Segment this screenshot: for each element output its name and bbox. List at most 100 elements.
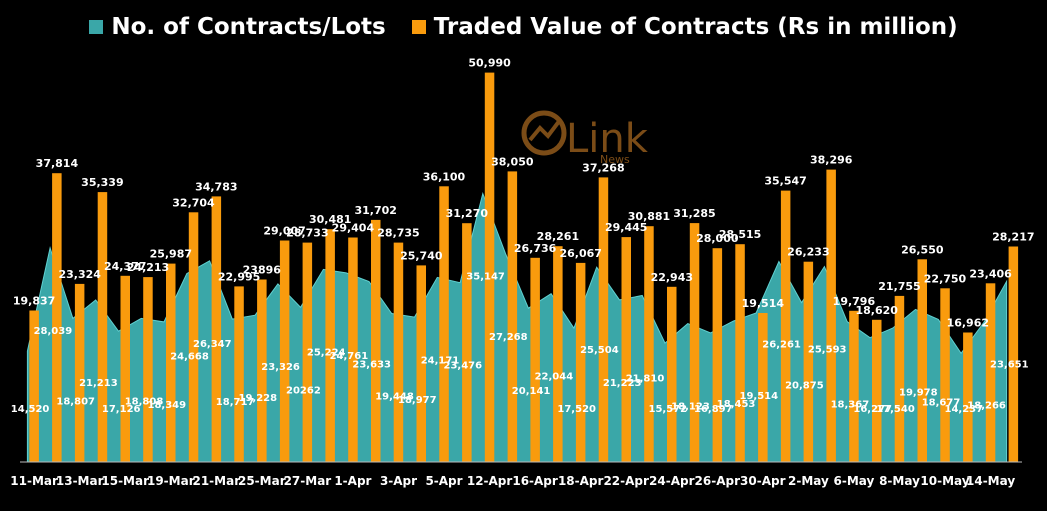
x-tick-label: 5-Apr	[425, 474, 462, 488]
traded-value-bar	[780, 190, 791, 462]
traded-value-label: 37,814	[36, 157, 79, 170]
contracts-value-label: 18,266	[967, 401, 1006, 412]
traded-value-bar	[188, 212, 199, 462]
legend-item-contracts: No. of Contracts/Lots	[89, 14, 386, 40]
watermark-brand: Link	[566, 116, 649, 162]
traded-value-label: 31,702	[354, 204, 396, 217]
contracts-value-label: 20,141	[512, 386, 551, 397]
contracts-value-label: 28,039	[34, 326, 73, 337]
x-tick-label: 22-Apr	[603, 474, 649, 488]
contracts-value-label: 17,126	[102, 404, 141, 415]
traded-value-bar	[462, 223, 472, 462]
legend: No. of Contracts/Lots Traded Value of Co…	[0, 14, 1047, 40]
traded-value-label: 30,881	[628, 210, 670, 223]
traded-value-label: 26,736	[514, 242, 557, 255]
contracts-value-label: 17,520	[557, 404, 596, 415]
traded-value-label: 22,995	[218, 270, 260, 283]
traded-value-label: 30,481	[309, 213, 351, 226]
traded-value-label: 22,750	[924, 272, 967, 285]
traded-value-bar	[575, 262, 586, 462]
contracts-value-label: 19,978	[899, 387, 938, 398]
x-tick-label: 1-Apr	[334, 474, 371, 488]
legend-label-value: Traded Value of Contracts (Rs in million…	[433, 14, 958, 40]
contracts-value-label: 23,633	[352, 360, 391, 371]
contracts-value-label: 23,651	[990, 359, 1029, 370]
traded-value-bar	[553, 246, 563, 462]
traded-value-label: 26,233	[787, 246, 829, 259]
linknews-logo	[521, 110, 567, 156]
x-tick-label: 15-Mar	[101, 474, 149, 488]
traded-value-bar	[758, 313, 768, 462]
contracts-value-label: 18,808	[125, 396, 164, 407]
traded-value-label: 24,213	[127, 261, 169, 274]
contracts-value-label: 24,171	[421, 355, 460, 366]
traded-value-label: 16,962	[947, 317, 989, 330]
traded-value-label: 31,285	[673, 207, 715, 220]
traded-value-bar	[917, 259, 927, 462]
contracts-value-label: 18,807	[56, 396, 95, 407]
contracts-value-label: 18,123	[671, 402, 710, 413]
traded-value-label: 34,783	[195, 180, 237, 193]
traded-value-bar	[985, 283, 996, 462]
traded-value-label: 28,217	[992, 231, 1034, 244]
contracts-value-label: 23,326	[261, 362, 300, 373]
traded-value-bar	[325, 229, 335, 462]
contracts-value-label: 23,476	[444, 361, 483, 372]
traded-value-label: 23,324	[58, 268, 101, 281]
contracts-value-label: 24,668	[170, 352, 209, 363]
contracts-value-label: 20,875	[785, 381, 824, 392]
contracts-value-label: 26,261	[762, 340, 801, 351]
traded-value-bar	[849, 310, 859, 462]
x-tick-label: 8-May	[879, 474, 920, 488]
x-tick-label: 26-Apr	[695, 474, 741, 488]
traded-value-label: 24,377	[104, 260, 146, 273]
traded-value-label: 28,515	[719, 228, 761, 241]
traded-value-bar	[234, 286, 244, 462]
contracts-value-label: 18,349	[148, 400, 187, 411]
traded-value-bar	[371, 219, 381, 462]
x-tick-label: 18-Apr	[558, 474, 604, 488]
contracts-value-label: 18,717	[216, 397, 255, 408]
traded-value-label: 38,296	[810, 154, 853, 167]
traded-value-label: 38,050	[491, 155, 534, 168]
traded-value-bar	[279, 240, 290, 462]
traded-value-label: 37,268	[582, 161, 624, 174]
x-tick-label: 13-Mar	[56, 474, 104, 488]
contracts-value-label: 25,593	[808, 345, 847, 356]
traded-value-bar	[52, 173, 62, 462]
legend-swatch-contracts	[89, 20, 104, 34]
contracts-value-label: 18,977	[398, 395, 437, 406]
traded-value-bar	[826, 169, 836, 462]
contracts-value-label: 21,810	[626, 374, 665, 385]
contracts-value-label: 24,761	[330, 351, 369, 362]
traded-value-label: 28,735	[377, 227, 419, 240]
x-tick-label: 30-Apr	[740, 474, 786, 488]
traded-value-bar	[803, 261, 814, 462]
contracts-value-label: 25,504	[580, 345, 619, 356]
x-tick-label: 24-Apr	[649, 474, 695, 488]
traded-value-bar	[393, 242, 404, 462]
x-tick-label: 10-May	[920, 474, 969, 488]
contracts-value-label: 19,448	[375, 392, 414, 403]
traded-value-label: 35,547	[764, 175, 806, 188]
traded-value-bar	[143, 277, 153, 462]
x-tick-label: 21-Mar	[192, 474, 240, 488]
traded-value-label: 29,404	[332, 222, 375, 235]
x-tick-label: 19-Mar	[147, 474, 195, 488]
traded-value-bar	[963, 332, 973, 462]
contracts-value-label: 20262	[286, 385, 321, 396]
traded-value-label: 21,755	[878, 280, 920, 293]
contracts-value-label: 16,277	[853, 404, 892, 415]
contracts-value-label: 35,147	[466, 272, 505, 283]
contracts-value-label: 26,347	[193, 339, 232, 350]
x-tick-label: 11-Mar	[10, 474, 58, 488]
traded-value-label: 26,067	[559, 247, 601, 260]
contracts-value-label: 19,228	[239, 393, 278, 404]
traded-value-label: 19,837	[13, 295, 55, 308]
traded-value-bar	[667, 286, 677, 462]
contracts-value-label: 27,268	[489, 332, 528, 343]
traded-value-label: 22,943	[651, 271, 693, 284]
traded-value-bar	[302, 242, 313, 462]
